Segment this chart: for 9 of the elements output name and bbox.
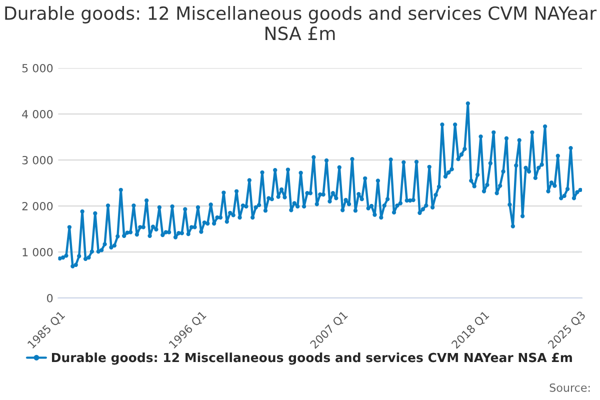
y-tick-label: 4 000	[22, 110, 53, 118]
y-tick-label: 5 000	[22, 64, 53, 72]
legend-label: Durable goods: 12 Miscellaneous goods and services CVM NAYear NSA £m	[52, 352, 572, 365]
y-tick-label: 0	[47, 294, 53, 302]
y-tick-label: 3 000	[22, 156, 53, 164]
source-note: Source:	[550, 383, 590, 392]
y-tick-label: 1 000	[22, 248, 53, 256]
chart-title: Durable goods: 12 Miscellaneous goods and services CVM NAYear NSA £m	[5, 6, 597, 40]
y-tick-label: 2 000	[22, 202, 53, 210]
